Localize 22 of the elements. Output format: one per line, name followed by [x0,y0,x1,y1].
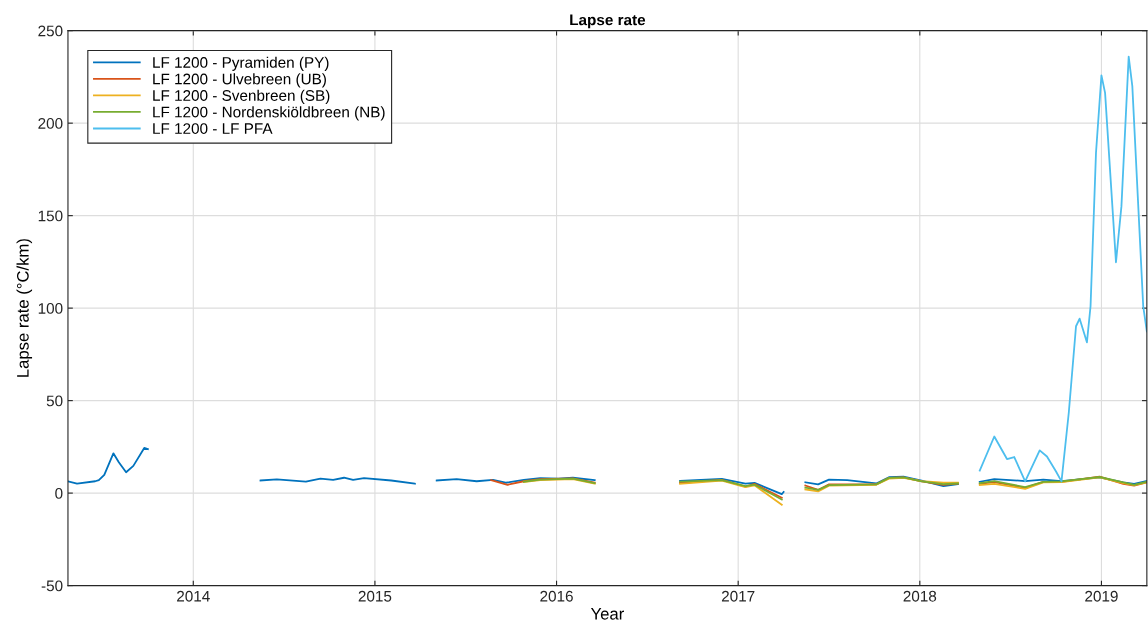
x-tick-label: 2014 [177,590,210,602]
legend-label: LF 1200 - Svenbreen (SB) [153,89,330,104]
legend-label: LF 1200 - Nordenskiöldbreen (NB) [153,106,385,121]
x-tick-label: 2016 [540,590,573,602]
legend-label: LF 1200 - Ulvebreen (UB) [153,73,326,88]
legend-label: LF 1200 - Pyramiden (PY) [153,56,329,71]
legend-label: LF 1200 - LF PFA [153,123,273,134]
x-tick-label: 2018 [903,590,937,602]
x-tick-label: 2019 [1085,590,1118,602]
line-series [978,55,1147,483]
y-tick-label: 200 [38,118,63,129]
y-tick-label: 0 [55,487,63,499]
x-axis-title: Year [590,608,624,620]
y-tick-label: 50 [46,395,63,407]
x-tick-label: 2015 [358,590,392,602]
chart-title: Lapse rate [570,14,646,29]
y-tick-label: -50 [41,580,63,592]
y-tick-label: 150 [38,210,63,222]
y-tick-label: 250 [38,25,63,37]
y-axis-title: Lapse rate (°C/km) [16,239,33,377]
y-tick-label: 100 [38,302,63,314]
x-tick-label: 2017 [721,590,755,602]
